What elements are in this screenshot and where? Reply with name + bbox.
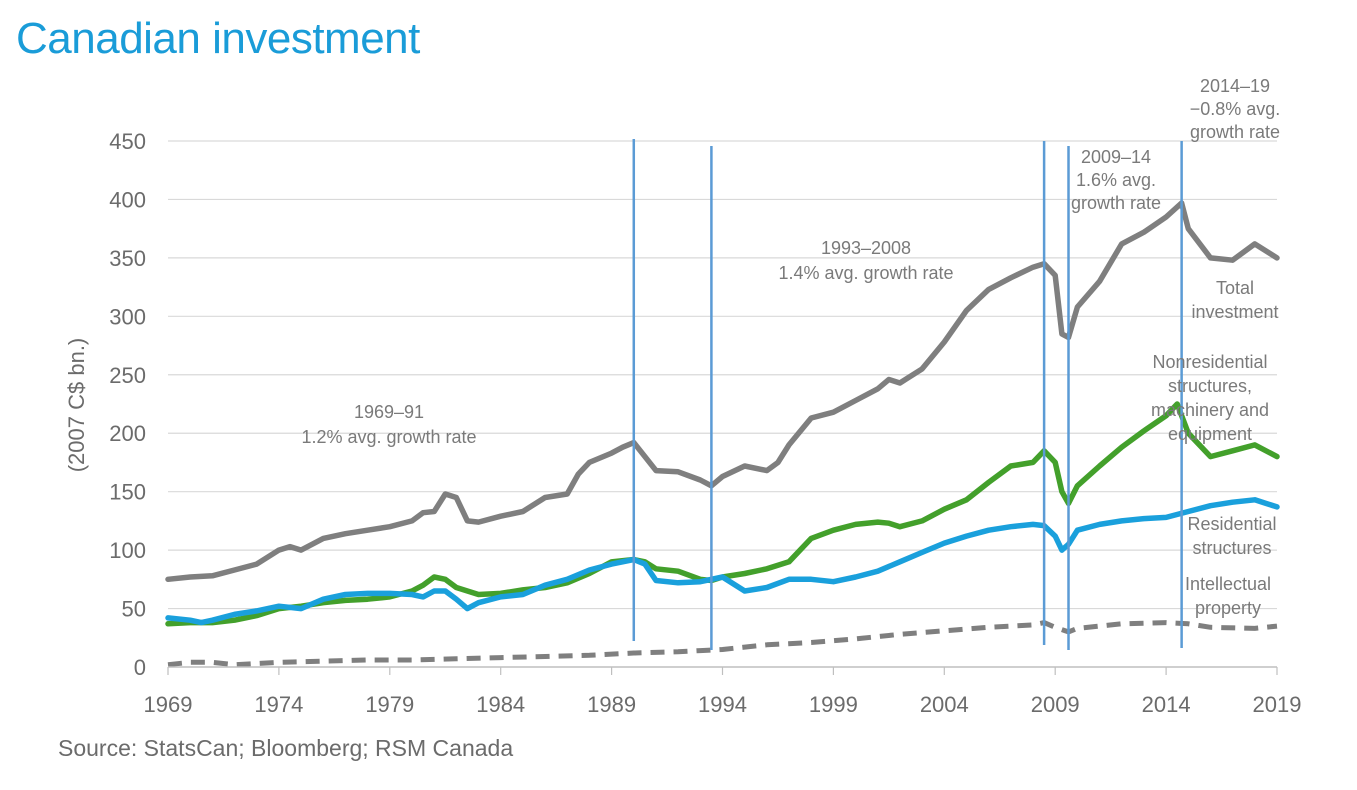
y-axis-label: (2007 C$ bn.) bbox=[64, 338, 89, 473]
annotation-4-line-3: growth rate bbox=[1190, 122, 1280, 142]
y-tick-350: 350 bbox=[109, 246, 146, 271]
series-line-intellectual-property bbox=[167, 620, 1278, 668]
period-markers bbox=[632, 139, 1183, 650]
chart-title: Canadian investment bbox=[16, 14, 420, 63]
annotations: 1969–91 1.2% avg. growth rate 1993–2008 1.4… bbox=[301, 76, 1280, 447]
annotation-3-line-2: 1.6% avg. bbox=[1076, 170, 1156, 190]
y-tick-450: 450 bbox=[109, 129, 146, 154]
x-tick-1999: 1999 bbox=[809, 692, 858, 717]
series-label-residential-line-1: Residential bbox=[1187, 514, 1276, 534]
annotation-1-line-1: 1969–91 bbox=[354, 402, 424, 422]
series-label-total-investment-line-2: investment bbox=[1191, 302, 1278, 322]
x-tick-1989: 1989 bbox=[587, 692, 636, 717]
x-tick-2009: 2009 bbox=[1031, 692, 1080, 717]
series-line-nonresidential bbox=[165, 401, 1280, 627]
annotation-1-line-2: 1.2% avg. growth rate bbox=[301, 427, 476, 447]
series-labels: Total investment Nonresidential structures,… bbox=[1151, 278, 1279, 618]
y-tick-100: 100 bbox=[109, 538, 146, 563]
x-tick-1969: 1969 bbox=[144, 692, 193, 717]
series-label-nonresidential-line-2: structures, bbox=[1168, 376, 1252, 396]
annotation-2-line-1: 1993–2008 bbox=[821, 238, 911, 258]
annotation-4-line-2: −0.8% avg. bbox=[1190, 99, 1281, 119]
y-tick-50: 50 bbox=[122, 597, 146, 622]
series-label-intellectual-property-line-2: property bbox=[1195, 598, 1261, 618]
y-tick-400: 400 bbox=[109, 187, 146, 212]
series-label-residential-line-2: structures bbox=[1192, 538, 1271, 558]
series-label-total-investment-line-1: Total bbox=[1216, 278, 1254, 298]
x-tick-2014: 2014 bbox=[1142, 692, 1191, 717]
x-tick-1979: 1979 bbox=[365, 692, 414, 717]
x-tick-2019: 2019 bbox=[1253, 692, 1302, 717]
y-tick-0: 0 bbox=[134, 655, 146, 680]
x-tick-1984: 1984 bbox=[476, 692, 525, 717]
y-tick-labels: 0 50 100 150 200 250 300 350 400 450 bbox=[109, 129, 146, 680]
series-label-nonresidential-line-3: machinery and bbox=[1151, 400, 1269, 420]
gridlines bbox=[168, 140, 1277, 610]
x-tick-1994: 1994 bbox=[698, 692, 747, 717]
series-label-nonresidential-line-4: equipment bbox=[1168, 424, 1252, 444]
x-tick-1974: 1974 bbox=[254, 692, 303, 717]
annotation-2-line-2: 1.4% avg. growth rate bbox=[778, 263, 953, 283]
y-tick-300: 300 bbox=[109, 304, 146, 329]
x-tick-2004: 2004 bbox=[920, 692, 969, 717]
y-tick-200: 200 bbox=[109, 421, 146, 446]
x-tick-labels: 1969 1974 1979 1984 1989 1994 1999 2004 2009 2014… bbox=[144, 667, 1302, 717]
source-note: Source: StatsCan; Bloomberg; RSM Canada bbox=[58, 735, 514, 761]
annotation-4-line-1: 2014–19 bbox=[1200, 76, 1270, 96]
series-label-intellectual-property-line-1: Intellectual bbox=[1185, 574, 1271, 594]
y-tick-150: 150 bbox=[109, 480, 146, 505]
y-tick-250: 250 bbox=[109, 363, 146, 388]
annotation-3-line-1: 2009–14 bbox=[1081, 147, 1151, 167]
annotation-3-line-3: growth rate bbox=[1071, 193, 1161, 213]
series-label-nonresidential-line-1: Nonresidential bbox=[1152, 352, 1267, 372]
